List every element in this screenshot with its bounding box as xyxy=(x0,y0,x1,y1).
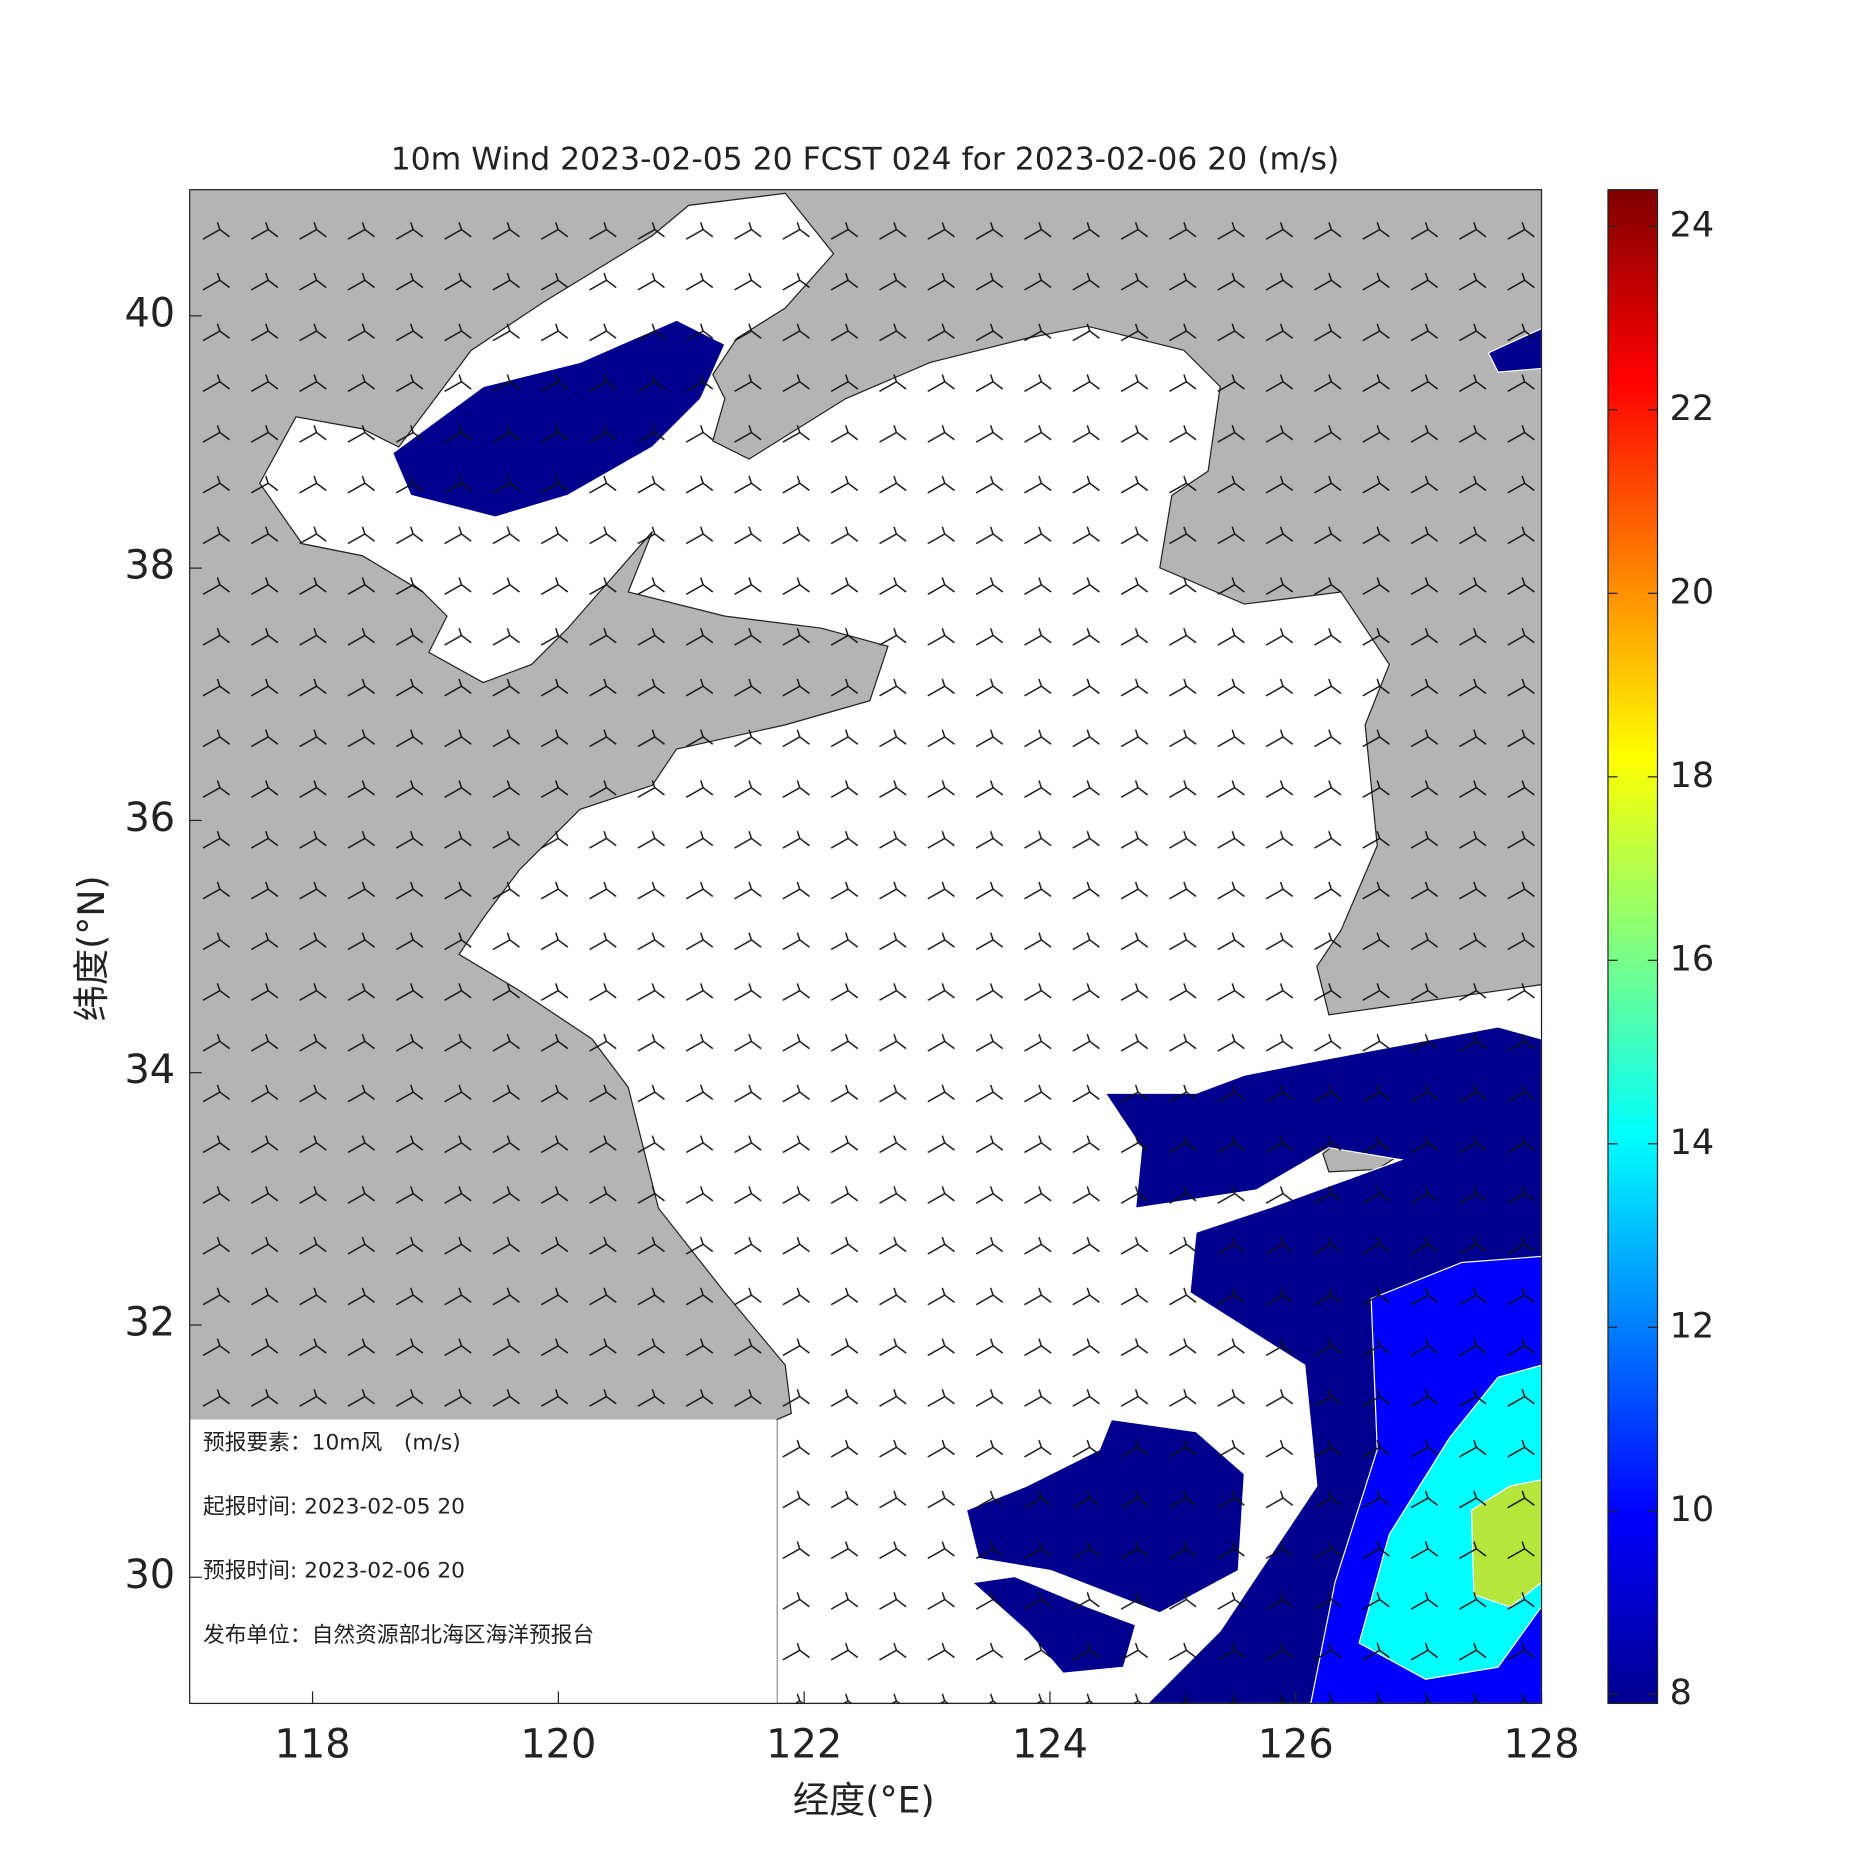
colorbar-tick-label: 22 xyxy=(1670,388,1715,429)
info-line: 预报时间: 2023-02-06 20 xyxy=(203,1559,465,1584)
y-tick-label: 40 xyxy=(124,290,175,336)
x-axis-label: 经度(°E) xyxy=(793,1778,935,1821)
x-tick-label: 122 xyxy=(766,1721,842,1767)
info-box xyxy=(189,1419,777,1704)
colorbar-tick-label: 8 xyxy=(1670,1672,1692,1713)
info-line: 发布单位：自然资源部北海区海洋预报台 xyxy=(203,1623,594,1648)
plot-frame xyxy=(189,189,1543,1705)
y-tick-label: 30 xyxy=(124,1552,175,1598)
colorbar-tick-label: 20 xyxy=(1670,571,1715,612)
colorbar-tick-label: 14 xyxy=(1670,1122,1715,1163)
colorbar-tick-label: 10 xyxy=(1670,1489,1715,1530)
colorbar-tick-label: 24 xyxy=(1670,204,1715,245)
colorbar-tick-label: 18 xyxy=(1670,755,1715,796)
info-line: 起报时间: 2023-02-05 20 xyxy=(203,1495,465,1520)
x-tick-label: 118 xyxy=(275,1721,351,1767)
colorbar-tick-label: 16 xyxy=(1670,938,1715,979)
y-tick-label: 34 xyxy=(124,1047,175,1093)
colorbar xyxy=(1607,189,1659,1705)
figure-content: 10m Wind 2023-02-05 20 FCST 024 for 2023… xyxy=(70,142,1714,1822)
x-tick-label: 128 xyxy=(1503,1721,1579,1767)
chart-title: 10m Wind 2023-02-05 20 FCST 024 for 2023… xyxy=(391,142,1340,178)
colorbar-tick-label: 12 xyxy=(1670,1305,1715,1346)
x-tick-label: 126 xyxy=(1258,1721,1334,1767)
y-axis-label: 纬度(°N) xyxy=(70,875,113,1021)
y-tick-label: 36 xyxy=(124,795,175,841)
map xyxy=(189,189,1542,1704)
x-tick-label: 124 xyxy=(1012,1721,1088,1767)
y-tick-label: 32 xyxy=(124,1299,175,1345)
info-line: 预报要素：10m风 (m/s) xyxy=(203,1431,461,1456)
x-tick-label: 120 xyxy=(520,1721,596,1767)
y-tick-label: 38 xyxy=(124,543,175,589)
